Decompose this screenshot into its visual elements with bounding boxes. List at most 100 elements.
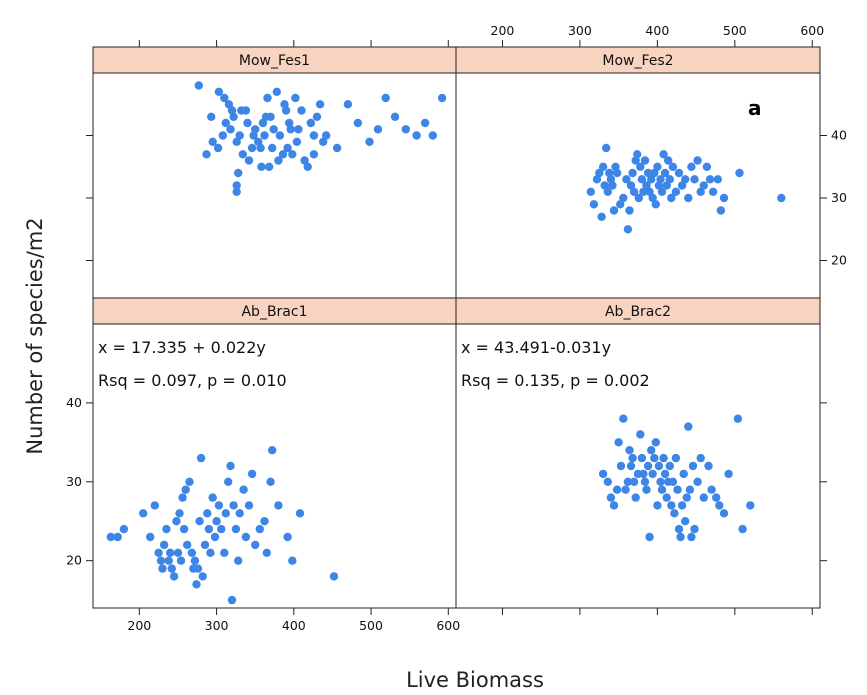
x-tick-label-bottom-left-600: 600 xyxy=(436,618,460,633)
x-tick-label-top-right-200: 200 xyxy=(491,23,515,38)
point-ab-brac2-5 xyxy=(614,438,623,447)
point-ab-brac1-45 xyxy=(227,595,237,605)
point-mow-fes2-35 xyxy=(650,168,659,178)
point-ab-brac2-50 xyxy=(688,461,698,471)
point-ab-brac1-44 xyxy=(226,461,235,471)
point-mow-fes2-26 xyxy=(636,162,645,171)
point-ab-brac1-8 xyxy=(158,564,167,573)
point-mow-fes1-25 xyxy=(269,125,278,134)
point-mow-fes1-14 xyxy=(235,131,244,140)
point-mow-fes2-47 xyxy=(668,162,678,171)
point-ab-brac1-4 xyxy=(146,532,155,542)
point-mow-fes1-41 xyxy=(319,137,328,146)
point-mow-fes1-71 xyxy=(437,93,447,103)
point-ab-brac1-57 xyxy=(262,548,271,557)
point-mow-fes2-24 xyxy=(633,150,642,159)
point-ab-brac1-63 xyxy=(295,509,305,518)
point-mow-fes2-29 xyxy=(640,156,650,165)
point-ab-brac2-38 xyxy=(670,509,679,518)
point-mow-fes1-13 xyxy=(232,137,241,146)
point-mow-fes1-38 xyxy=(309,131,319,140)
point-ab-brac2-44 xyxy=(679,469,688,479)
point-mow-fes2-27 xyxy=(637,175,647,184)
point-mow-fes2-31 xyxy=(643,168,653,178)
point-mow-fes1-0 xyxy=(194,81,203,90)
point-ab-brac2-32 xyxy=(660,469,670,479)
point-ab-brac2-49 xyxy=(687,532,696,542)
x-tick-label-bottom-left-300: 300 xyxy=(205,618,229,633)
point-ab-brac1-55 xyxy=(255,524,264,534)
point-mow-fes1-18 xyxy=(247,143,257,153)
point-mow-fes2-59 xyxy=(705,175,715,184)
strip-mow-fes2 xyxy=(455,46,821,74)
y-axis-title: Number of species/m2 xyxy=(23,217,47,454)
point-mow-fes2-60 xyxy=(708,187,718,196)
point-mow-fes1-30 xyxy=(285,118,294,128)
point-mow-fes1-64 xyxy=(373,125,383,134)
point-ab-brac2-23 xyxy=(647,446,656,455)
point-mow-fes1-7 xyxy=(208,137,217,146)
point-ab-brac1-5 xyxy=(150,501,159,510)
point-mow-fes1-43 xyxy=(243,118,252,128)
point-mow-fes2-1 xyxy=(589,200,599,209)
point-mow-fes2-65 xyxy=(777,193,786,203)
point-mow-fes2-17 xyxy=(622,175,631,184)
point-mow-fes1-59 xyxy=(322,131,331,140)
corner-label: a xyxy=(748,96,762,120)
point-mow-fes2-43 xyxy=(662,181,671,190)
point-mow-fes1-28 xyxy=(278,150,288,159)
point-ab-brac1-26 xyxy=(190,556,200,565)
point-mow-fes1-33 xyxy=(294,125,303,134)
point-mow-fes2-19 xyxy=(625,206,634,215)
point-ab-brac1-29 xyxy=(195,517,204,526)
point-mow-fes1-27 xyxy=(275,131,285,140)
y-tick-label-bottom-left-20: 20 xyxy=(66,553,82,568)
panel-frame-ab-brac1 xyxy=(92,323,457,609)
point-ab-brac1-23 xyxy=(185,477,194,486)
point-ab-brac2-6 xyxy=(616,461,626,471)
point-mow-fes1-40 xyxy=(315,100,325,109)
point-mow-fes2-62 xyxy=(716,206,726,215)
points-layer xyxy=(106,81,786,605)
point-mow-fes1-35 xyxy=(300,156,309,165)
point-mow-fes2-36 xyxy=(651,200,660,209)
point-ab-brac2-37 xyxy=(668,477,678,486)
point-mow-fes1-6 xyxy=(202,150,211,159)
point-ab-brac2-30 xyxy=(657,485,667,494)
point-mow-fes1-49 xyxy=(280,100,289,109)
point-mow-fes1-61 xyxy=(343,100,353,109)
point-ab-brac2-14 xyxy=(631,493,640,502)
point-mow-fes1-50 xyxy=(286,125,295,134)
panel-frame-mow-fes2 xyxy=(455,72,821,299)
point-mow-fes2-61 xyxy=(713,175,722,184)
point-ab-brac1-30 xyxy=(196,453,206,463)
point-ab-brac2-26 xyxy=(651,438,660,447)
point-mow-fes1-69 xyxy=(420,118,430,128)
point-ab-brac2-45 xyxy=(681,517,690,526)
point-ab-brac2-16 xyxy=(636,430,645,439)
point-ab-brac1-47 xyxy=(231,524,241,534)
point-ab-brac1-58 xyxy=(266,477,275,486)
point-mow-fes1-45 xyxy=(256,143,265,153)
point-ab-brac1-15 xyxy=(172,517,181,526)
x-tick-label-top-right-400: 400 xyxy=(645,23,669,38)
strip-mow-fes1 xyxy=(92,46,457,74)
annotation-ab-brac1-0: x = 17.335 + 0.022y xyxy=(98,338,266,357)
point-mow-fes2-30 xyxy=(642,181,651,190)
point-ab-brac2-28 xyxy=(654,461,664,471)
x-tick-label-top-right-500: 500 xyxy=(723,23,747,38)
point-ab-brac2-13 xyxy=(629,477,639,486)
point-ab-brac2-47 xyxy=(684,422,693,431)
point-mow-fes1-1 xyxy=(207,112,216,122)
point-ab-brac2-24 xyxy=(648,469,657,479)
point-mow-fes2-42 xyxy=(660,168,670,178)
point-ab-brac1-6 xyxy=(154,548,163,557)
point-ab-brac2-46 xyxy=(682,493,691,502)
point-mow-fes1-12 xyxy=(229,112,238,122)
x-tick-label-bottom-left-400: 400 xyxy=(282,618,306,633)
point-ab-brac2-18 xyxy=(639,469,648,479)
point-ab-brac2-59 xyxy=(719,509,729,518)
point-mow-fes1-34 xyxy=(297,106,306,115)
